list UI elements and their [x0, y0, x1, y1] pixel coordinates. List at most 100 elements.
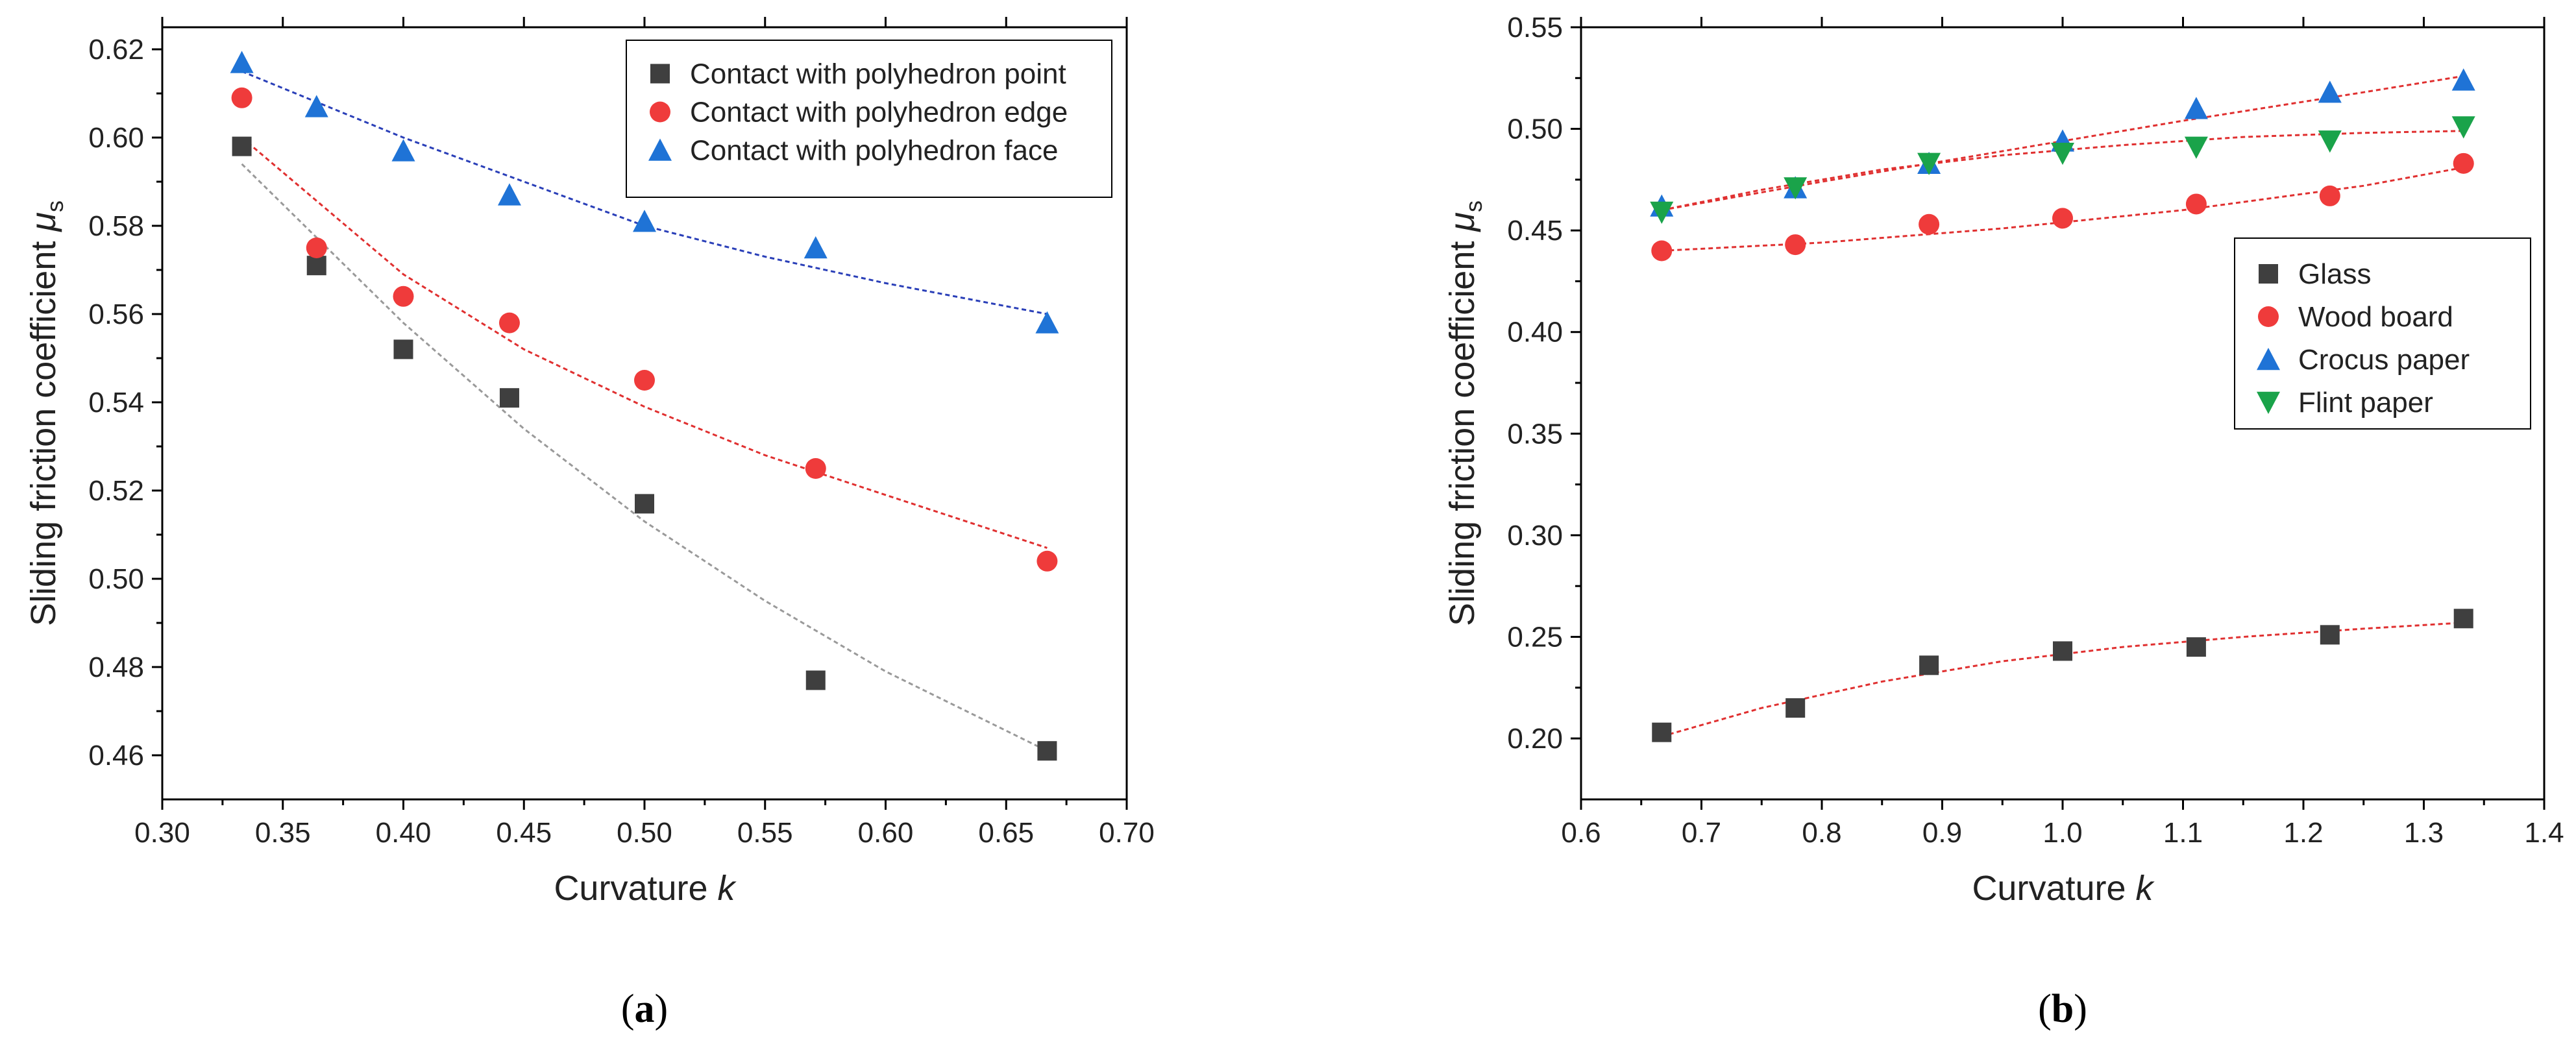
legend-marker	[2257, 348, 2280, 371]
legend-marker	[650, 64, 670, 84]
y-axis-title-text: Sliding friction coefficient	[1443, 232, 1482, 626]
x-tick-label: 0.40	[376, 817, 432, 849]
x-tick-label: 0.7	[1682, 817, 1721, 849]
x-axis-title-text: Curvature	[554, 869, 717, 908]
legend-label: Contact with polyhedron edge	[690, 97, 1068, 128]
data-point	[2453, 609, 2473, 629]
data-point	[2453, 152, 2474, 174]
y-tick-label: 0.30	[1507, 520, 1563, 552]
legend-box	[626, 40, 1112, 198]
x-axis-title-variable: k	[2136, 869, 2155, 908]
chart-b: 0.6 0.7 0.8 0.9 1.0 1.1 1.2 1.3 1.4 0.20 0.25 0.30 0…	[1443, 12, 2564, 1031]
panel-label: (b)	[2038, 987, 2087, 1031]
x-tick-label: 1.0	[2042, 817, 2082, 849]
x-tick-label: 0.35	[255, 817, 311, 849]
legend-label: Contact with polyhedron point	[690, 58, 1066, 90]
data-point	[2184, 136, 2208, 159]
data-point	[803, 236, 828, 259]
x-tick-label: 1.2	[2283, 817, 2323, 849]
y-tick-label: 0.20	[1507, 723, 1563, 755]
data-point	[232, 136, 252, 156]
x-axis-title: Curvature k	[554, 869, 737, 908]
y-tick-label: 0.35	[1507, 418, 1563, 450]
data-point	[304, 95, 328, 117]
panel-label-close: )	[655, 987, 669, 1031]
panel-label-open: (	[2038, 987, 2052, 1031]
data-point	[1917, 152, 1941, 175]
y-axis-title-subscript: s	[1460, 200, 1487, 212]
y-tick-label: 0.56	[88, 298, 144, 330]
x-tick-label: 0.50	[617, 817, 672, 849]
y-tick-label: 0.58	[88, 210, 144, 242]
y-tick-label: 0.46	[88, 740, 144, 771]
chart-a: 0.30 0.35 0.40 0.45 0.50 0.55 0.60 0.65 0.70 0.46…	[24, 17, 1155, 1031]
y-tick-label: 0.25	[1507, 621, 1563, 653]
x-axis-title: Curvature k	[1972, 869, 2155, 908]
data-point	[1919, 655, 1939, 675]
data-point	[2051, 142, 2074, 165]
legend-label: Flint paper	[2298, 387, 2433, 419]
y-tick-label: 0.48	[88, 651, 144, 683]
y-tick-label: 0.50	[88, 563, 144, 595]
x-tick-label: 0.8	[1802, 817, 1841, 849]
data-point	[633, 210, 656, 232]
panel-label-letter: b	[2052, 987, 2074, 1031]
legend-marker	[650, 101, 670, 123]
y-tick-label: 0.60	[88, 122, 144, 154]
y-tick-label: 0.50	[1507, 114, 1563, 145]
panel-label: (a)	[621, 987, 668, 1031]
data-point	[2184, 97, 2208, 119]
data-point	[498, 312, 520, 334]
fit-curve	[241, 163, 1048, 752]
data-point	[1919, 213, 1940, 235]
legend-label: Wood board	[2298, 301, 2453, 333]
data-point	[2320, 625, 2340, 645]
data-point	[1651, 240, 1673, 261]
data-point	[1785, 234, 1806, 256]
x-tick-label: 0.9	[1922, 817, 1962, 849]
legend-label: Crocus paper	[2298, 344, 2470, 376]
data-point	[805, 458, 826, 479]
y-axis-title-variable: μ	[24, 212, 63, 233]
data-point	[393, 286, 414, 307]
legend-marker	[2259, 264, 2278, 284]
data-point	[635, 494, 654, 514]
x-tick-label: 0.55	[737, 817, 793, 849]
y-tick-label: 0.45	[1507, 215, 1563, 247]
legend-marker	[2258, 306, 2279, 327]
x-axis-title-variable: k	[718, 869, 737, 908]
y-axis-title-variable: μ	[1443, 212, 1482, 233]
legend-label: Glass	[2298, 258, 2371, 290]
y-tick-label: 0.52	[88, 475, 144, 507]
data-point	[2318, 80, 2342, 103]
data-point	[1652, 722, 1672, 742]
fit-curve	[1661, 622, 2464, 738]
data-point	[805, 670, 826, 690]
y-tick-label: 0.62	[88, 34, 144, 66]
data-point	[2053, 641, 2072, 661]
legend-label: Contact with polyhedron face	[690, 135, 1058, 167]
data-point	[499, 388, 519, 408]
data-point	[231, 87, 252, 108]
data-point	[2451, 116, 2475, 139]
y-tick-label: 0.55	[1507, 12, 1563, 43]
y-axis-title: Sliding friction coefficient μs	[1443, 200, 1487, 626]
y-axis-title-subscript: s	[42, 200, 68, 212]
data-point	[306, 256, 326, 276]
data-point	[230, 51, 254, 73]
x-axis-title-text: Curvature	[1972, 869, 2135, 908]
data-point	[2185, 193, 2207, 215]
data-point	[497, 183, 521, 206]
x-tick-label: 0.30	[134, 817, 190, 849]
data-point	[1037, 550, 1058, 572]
data-point	[391, 139, 415, 162]
x-tick-label: 1.4	[2524, 817, 2564, 849]
x-tick-label: 0.6	[1561, 817, 1601, 849]
data-point	[2319, 185, 2340, 206]
data-point	[2318, 130, 2342, 153]
y-tick-label: 0.40	[1507, 317, 1563, 348]
data-point	[1784, 177, 1808, 200]
panel-label-open: (	[621, 987, 635, 1031]
data-point	[2052, 208, 2073, 229]
